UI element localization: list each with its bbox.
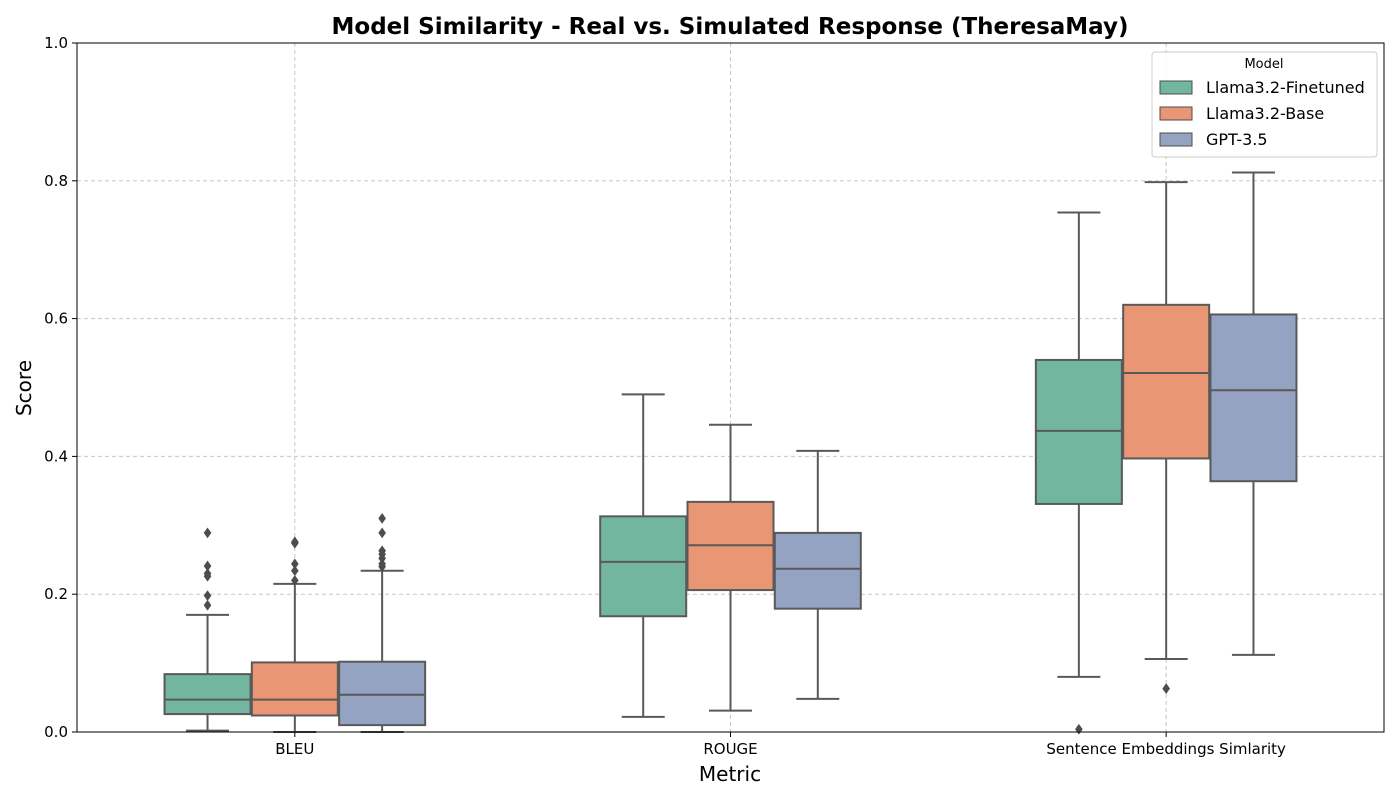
outlier-point [378, 545, 386, 557]
box-group [1034, 211, 1123, 735]
outlier-point [378, 513, 386, 524]
box-iqr [163, 673, 252, 716]
box-iqr [1209, 313, 1298, 483]
y-tick-label: 0.2 [44, 585, 68, 603]
y-tick-label: 1.0 [44, 34, 68, 52]
outlier-point [291, 565, 299, 577]
box-iqr [599, 515, 688, 618]
chart-title: Model Similarity - Real vs. Simulated Re… [332, 14, 1129, 40]
y-tick-label: 0.6 [44, 310, 68, 328]
box-group [773, 449, 862, 700]
box-iqr [1034, 358, 1123, 505]
y-tick-label: 0.8 [44, 172, 68, 190]
legend-frame [1151, 51, 1378, 158]
box-group [163, 527, 252, 732]
y-tick-label: 0.0 [44, 723, 68, 741]
y-tick-label: 0.4 [44, 447, 68, 465]
x-tick-label: ROUGE [703, 740, 757, 758]
outlier-point [1075, 723, 1083, 735]
box-group [686, 423, 775, 712]
outlier-point [203, 590, 212, 601]
outlier-point [378, 527, 386, 539]
legend-swatch [1159, 106, 1193, 121]
box-group [338, 513, 427, 733]
outlier-point [291, 558, 299, 570]
outlier-point [203, 560, 212, 572]
legend-label: GPT-3.5 [1206, 130, 1268, 149]
outlier-point [203, 599, 212, 611]
legend: Model Llama3.2-Finetuned Llama3.2-Base G… [1151, 51, 1378, 158]
legend-label: Llama3.2-Finetuned [1206, 78, 1365, 97]
x-axis-title: Metric [699, 762, 761, 786]
outlier-point [203, 527, 212, 539]
boxes [163, 171, 1298, 735]
x-tick-label: BLEU [275, 740, 314, 758]
x-tick-label: Sentence Embeddings Simlarity [1046, 740, 1286, 758]
box-iqr [1122, 303, 1211, 460]
axis-ticks: 0.0 0.2 0.4 0.6 0.8 1.0 BLEU ROUGE Sentence Embe… [44, 34, 1286, 758]
box-iqr [250, 661, 339, 717]
outlier-point [291, 575, 299, 586]
box-iqr [338, 660, 427, 727]
legend-title: Model [1244, 57, 1283, 72]
y-axis-title: Score [12, 360, 36, 416]
legend-swatch [1159, 80, 1193, 95]
outlier-point [291, 536, 299, 548]
outlier-point [1162, 683, 1170, 694]
legend-swatch [1159, 132, 1193, 147]
box-group [250, 536, 339, 733]
box-iqr [773, 531, 862, 610]
outlier-point [378, 558, 386, 570]
box-group [1122, 181, 1211, 694]
box-group [1209, 171, 1298, 656]
legend-label: Llama3.2-Base [1206, 104, 1324, 123]
outlier-point [203, 568, 212, 579]
box-group [599, 393, 688, 718]
